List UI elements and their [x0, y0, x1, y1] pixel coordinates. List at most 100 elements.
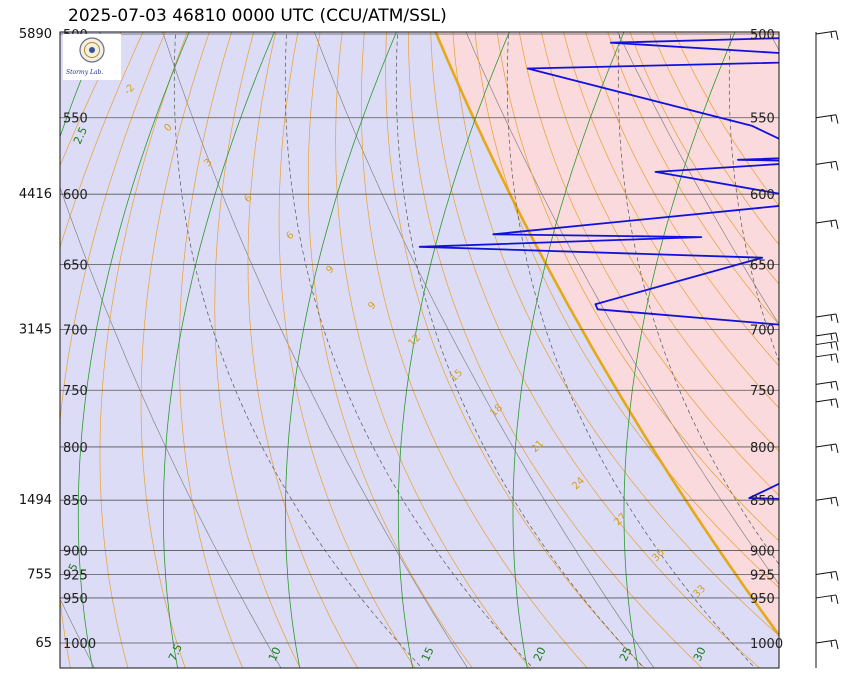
- pressure-label-left: 900: [63, 544, 88, 559]
- wind-barb: [815, 594, 839, 605]
- wind-barb: [815, 398, 839, 408]
- sounding-profiles: [418, 34, 850, 643]
- temperature-profile: [823, 34, 850, 643]
- wind-barb: [815, 114, 839, 124]
- moist-adiabat-line: [474, 32, 779, 589]
- pressure-label-right: 950: [750, 592, 775, 607]
- wind-barb: [815, 219, 839, 230]
- pressure-label-right: 550: [750, 112, 775, 127]
- wind-barb: [815, 380, 839, 391]
- dry-adiabat-line: [60, 186, 282, 668]
- moist-adiabat-line: [60, 32, 144, 249]
- wind-barb: [815, 160, 839, 171]
- dry-adiabat-line: [617, 32, 779, 325]
- moist-adiabat-line: [651, 32, 779, 246]
- dry-adiabat-line: [314, 32, 655, 668]
- moist-adiabat-line: [629, 32, 779, 285]
- emblem-icon: [79, 37, 105, 63]
- pressure-label-right: 800: [750, 441, 775, 456]
- moist-adiabat-line: [335, 32, 531, 668]
- wind-barbs: [815, 30, 839, 650]
- moist-adiabat-line: [140, 32, 210, 668]
- wind-barb: [815, 30, 839, 41]
- lab-logo: Stormy Lab.: [63, 34, 121, 80]
- pressure-label-left: 700: [63, 324, 88, 339]
- pressure-label-left: 550: [63, 112, 88, 127]
- moist-adiabat-line: [585, 32, 779, 367]
- pressure-label-right: 900: [750, 544, 775, 559]
- moist-adiabat-line: [496, 32, 779, 542]
- height-label: 4416: [19, 187, 52, 202]
- wind-barb: [815, 313, 839, 324]
- mixing-ratio-label: 30: [691, 645, 709, 663]
- dashed-reference-line: [840, 0, 850, 686]
- mixing-ratio-line: [285, 32, 397, 668]
- moist-adiabat-line: [607, 32, 779, 326]
- pressure-label-left: 800: [63, 441, 88, 456]
- plot-frame: [59, 31, 780, 669]
- mixing-ratio-label: 5: [66, 561, 81, 573]
- moist-adiabat-line: [518, 32, 779, 496]
- pressure-label-right: 650: [750, 259, 775, 274]
- pressure-label-left: 1000: [63, 637, 96, 652]
- pressure-label-left: 850: [63, 494, 88, 509]
- pressure-label-right: 700: [750, 324, 775, 339]
- mixing-ratio-line: [162, 32, 275, 668]
- mixing-ratio-label: 25: [617, 645, 635, 663]
- pressure-label-left: 925: [63, 569, 88, 584]
- pressure-label-right: 925: [750, 569, 775, 584]
- isobars: [60, 33, 779, 644]
- unstable-region: [435, 32, 779, 636]
- dashed-reference-line: [506, 32, 756, 668]
- moist-adiabat-line: [307, 32, 473, 668]
- moist-adiabat-line: [214, 32, 301, 668]
- pressure-label-left: 600: [63, 188, 88, 203]
- height-label: 1494: [19, 493, 52, 508]
- chart-title: 2025-07-03 46810 0000 UTC (CCU/ATM/SSL): [68, 6, 447, 26]
- moist-adiabat-line: [385, 32, 646, 668]
- moist-adiabat-line: [452, 32, 779, 636]
- pressure-label-right: 750: [750, 384, 775, 399]
- dashed-reference-line: [284, 32, 534, 668]
- moist-adiabat-line: [541, 32, 779, 452]
- wind-barb: [815, 341, 839, 351]
- moist-adiabat-line: [99, 32, 188, 668]
- dashed-reference-line: [173, 32, 423, 668]
- height-label: 755: [27, 568, 52, 583]
- dashed-reference-line: [395, 32, 645, 668]
- moist-adiabat-line: [361, 32, 588, 668]
- moist-adiabat-line: [408, 32, 703, 668]
- pressure-label-right: 1000: [750, 637, 783, 652]
- mixing-ratio-label: 20: [531, 645, 549, 663]
- dry-adiabat-line: [465, 32, 779, 585]
- moist-adiabat-line: [247, 32, 359, 668]
- height-label: 3145: [19, 323, 52, 338]
- mixing-ratio-line: [397, 32, 510, 668]
- moist-adiabat-line: [430, 32, 761, 668]
- mixing-ratio-line: [512, 32, 625, 668]
- wind-barb: [815, 639, 839, 650]
- pressure-label-right: 850: [750, 494, 775, 509]
- moist-adiabat-line: [60, 32, 122, 167]
- pressure-label-left: 750: [63, 384, 88, 399]
- height-label: 65: [35, 636, 52, 651]
- pressure-label-left: 650: [63, 259, 88, 274]
- dry-adiabat-line: [60, 598, 95, 668]
- moist-adiabat-line: [673, 32, 779, 207]
- pressure-label-right: 500: [750, 28, 775, 43]
- logo-text: Stormy Lab.: [66, 69, 104, 76]
- mixing-ratio-line: [623, 32, 736, 668]
- dewpoint-profile: [418, 37, 779, 500]
- pressure-label-left: 950: [63, 592, 88, 607]
- wind-barb: [815, 353, 839, 363]
- wind-barb: [815, 443, 839, 454]
- wind-barb: [815, 332, 839, 342]
- reference-adiabat: [434, 32, 779, 638]
- moist-adiabat-line: [278, 32, 416, 668]
- height-label: 5890: [19, 27, 52, 42]
- wind-barb: [815, 496, 839, 507]
